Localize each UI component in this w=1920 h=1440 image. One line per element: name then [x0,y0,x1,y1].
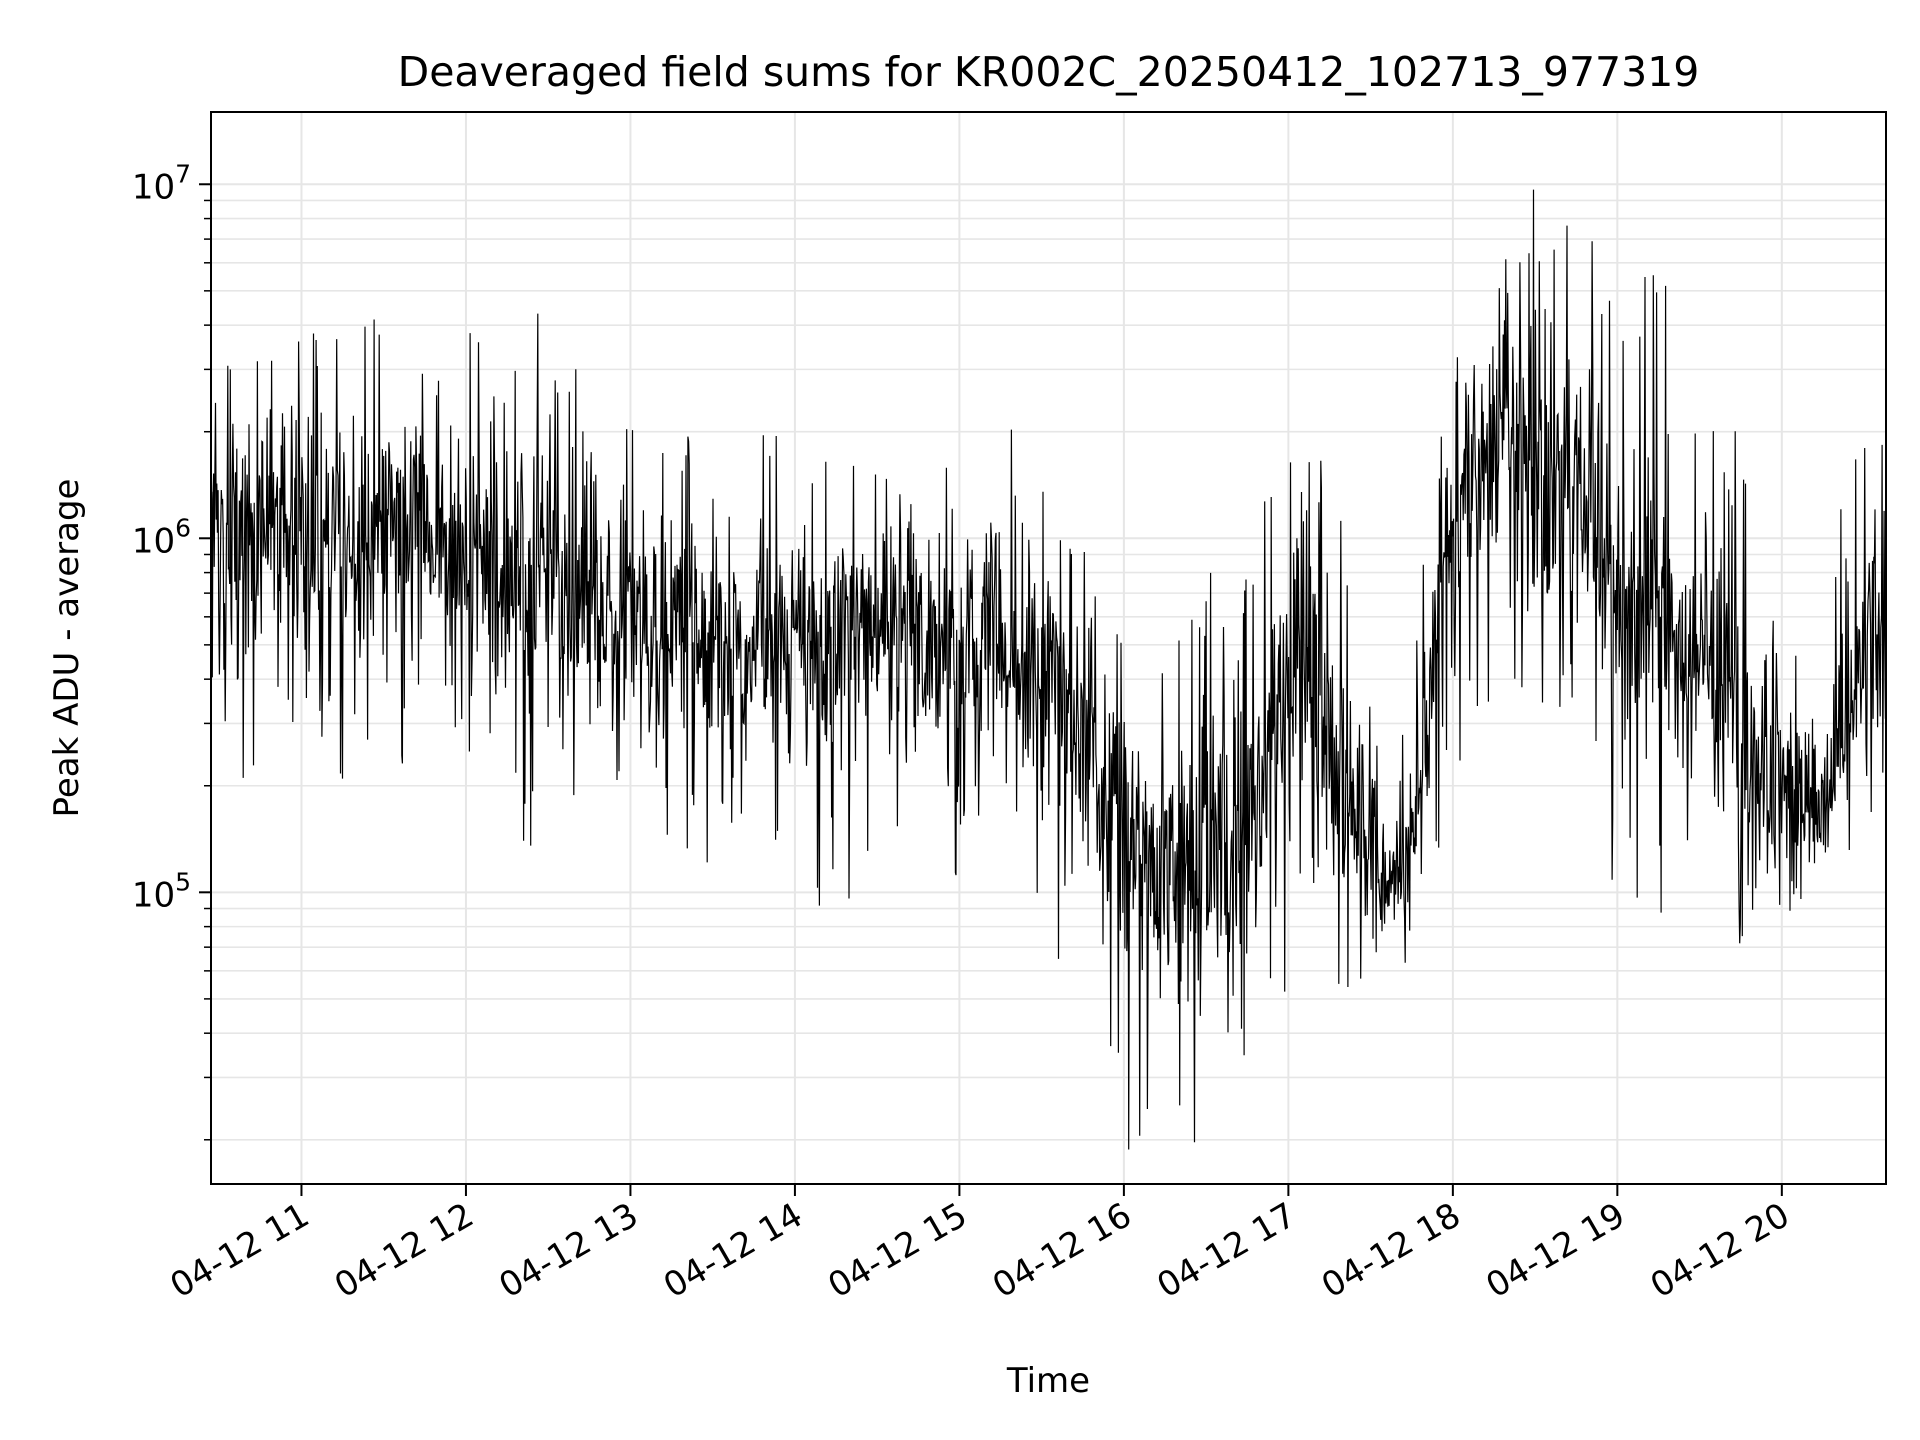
series-line [210,189,1887,1150]
plot-frame [210,111,1887,1185]
chart-title: Deaveraged field sums for KR002C_2025041… [398,48,1700,96]
y-tick-label: 106 [132,513,191,561]
x-axis-label: Time [1006,1361,1090,1401]
y-axis: 105 106 107 [132,159,211,1141]
y-axis-label: Peak ADU - average [47,479,87,818]
y-tick-label: 105 [132,867,191,915]
series-path [210,189,1887,1150]
y-tick-label: 107 [132,159,191,207]
